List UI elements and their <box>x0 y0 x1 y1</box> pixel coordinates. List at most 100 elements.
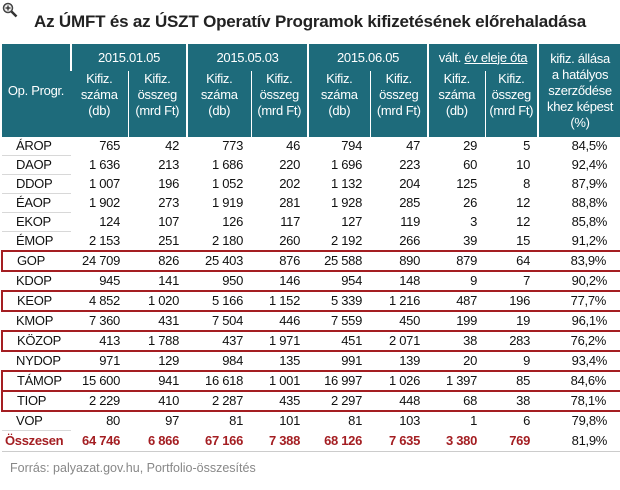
table-row: ÉMOP 2 153 251 2 180 260 2 192 266 39 15 91,2% <box>2 231 620 252</box>
payment-amount: 204 <box>399 176 421 191</box>
header-count: Kifiz. száma (db) <box>186 71 252 137</box>
payment-count: 5 339 <box>308 290 371 312</box>
header-amount-line: (mrd Ft) <box>135 103 180 118</box>
payment-amount: 103 <box>399 413 421 429</box>
change-link[interactable]: év eleje óta <box>464 49 528 65</box>
payment-count: 765 <box>99 138 120 154</box>
header-amount-line: Kifiz. <box>266 71 293 86</box>
payment-amount: 12 <box>516 195 531 210</box>
payment-amount: 1 026 <box>370 370 429 392</box>
table-row: KDOP 945 141 950 146 954 148 9 7 90,2% <box>2 271 620 292</box>
header-count-line: (db) <box>328 103 351 118</box>
header-amount: Kifiz. összeg (mrd Ft) <box>250 71 309 137</box>
table-row: NYDOP 971 129 984 135 991 139 20 9 93,4% <box>2 351 620 372</box>
header-amount-line: (mrd Ft) <box>376 103 421 118</box>
header-progress-line: szerződése <box>548 82 612 98</box>
payment-count: 7 559 <box>330 313 363 328</box>
payment-count: 29 <box>463 138 478 154</box>
payment-count: 126 <box>222 214 244 229</box>
progress-percent: 79,8% <box>571 413 608 429</box>
header-progress-line: a hatályos <box>551 66 609 82</box>
payment-count: 487 <box>428 290 486 312</box>
payment-amount: 826 <box>128 250 188 272</box>
progress-percent: 88,8% <box>571 195 608 210</box>
header-date-2: 2015.05.03 <box>186 44 309 71</box>
header-progress: kifiz. állása a hatályos szerződése khez… <box>537 44 620 137</box>
payment-count: 1 007 <box>88 176 120 191</box>
progress-percent: 85,8% <box>571 214 608 229</box>
payment-count: 984 <box>222 353 244 368</box>
progress-percent: 91,2% <box>571 232 608 248</box>
program-name: Összesen <box>2 430 71 452</box>
payment-count: 794 <box>341 138 363 154</box>
payment-count: 24 709 <box>71 250 128 272</box>
payment-count: 3 380 <box>428 430 486 452</box>
program-name: KEOP <box>1 290 71 312</box>
progress-percent: 83,9% <box>538 250 620 272</box>
payment-count: 1 928 <box>330 195 363 210</box>
payment-count: 451 <box>308 330 371 352</box>
payment-count: 1 052 <box>211 176 244 191</box>
payment-amount: 1 001 <box>251 370 309 392</box>
payment-amount: 129 <box>158 353 180 368</box>
header-amount-line: összeg <box>491 87 532 102</box>
payment-count: 39 <box>463 232 478 248</box>
payment-amount: 85 <box>485 370 539 392</box>
payment-amount: 450 <box>399 313 421 328</box>
payment-amount: 107 <box>158 214 180 229</box>
header-amount: Kifiz. összeg (mrd Ft) <box>127 71 188 137</box>
payment-amount: 285 <box>399 195 421 210</box>
zoom-in-icon[interactable] <box>2 2 18 18</box>
payment-amount: 97 <box>165 413 180 429</box>
header-amount-line: (mrd Ft) <box>257 103 302 118</box>
header-progress-line: (%) <box>570 114 590 130</box>
header-date-1: 2015.01.05 <box>69 44 188 71</box>
total-row: Összesen 64 746 6 866 67 166 7 388 68 126 7 63… <box>2 430 620 452</box>
payment-amount: 890 <box>370 250 429 272</box>
payment-amount: 266 <box>399 232 421 248</box>
program-name: TIOP <box>1 390 71 412</box>
header-amount-line: (mrd Ft) <box>489 103 534 118</box>
header-count-line: Kifiz. <box>326 71 353 86</box>
header-count-line: Kifiz. <box>86 71 113 86</box>
header-count: Kifiz. száma (db) <box>307 71 371 137</box>
payment-count: 38 <box>428 330 486 352</box>
payment-amount: 8 <box>523 176 531 191</box>
header-count: Kifiz. száma (db) <box>71 71 128 137</box>
payment-amount: 196 <box>158 176 180 191</box>
payment-amount: 9 <box>523 353 531 368</box>
program-name: ÉAOP <box>2 193 71 213</box>
payment-amount: 213 <box>158 157 180 172</box>
payment-count: 20 <box>463 353 478 368</box>
payment-count: 2 297 <box>308 390 371 412</box>
payment-count: 199 <box>456 313 478 328</box>
payment-amount: 1 020 <box>128 290 188 312</box>
payment-amount: 6 <box>523 413 531 429</box>
program-name: GOP <box>1 250 71 272</box>
payment-amount: 19 <box>516 313 531 328</box>
program-name: EKOP <box>2 212 71 232</box>
program-name: DDOP <box>2 174 71 194</box>
payment-amount: 1 152 <box>251 290 309 312</box>
payment-count: 5 166 <box>187 290 252 312</box>
payment-count: 26 <box>463 195 478 210</box>
payment-count: 16 618 <box>187 370 252 392</box>
progress-percent: 81,9% <box>538 430 620 452</box>
progress-percent: 78,1% <box>538 390 620 412</box>
table-row: DDOP 1 007 196 1 052 202 1 132 204 125 8 87,9% <box>2 174 620 194</box>
header-progress-line: khez képest <box>547 98 614 114</box>
payment-count: 773 <box>222 138 244 154</box>
program-name: VOP <box>2 411 71 431</box>
payment-amount: 260 <box>279 232 301 248</box>
table-row: DAOP 1 636 213 1 686 220 1 696 223 60 10 92,4% <box>2 155 620 175</box>
payment-amount: 2 071 <box>370 330 429 352</box>
source-note: Forrás: palyazat.gov.hu, Portfolio-össze… <box>10 461 256 475</box>
program-name: NYDOP <box>2 351 71 372</box>
payment-count: 3 <box>470 214 478 229</box>
payment-count: 124 <box>99 214 120 229</box>
payment-count: 80 <box>106 413 120 429</box>
table-row: ÉAOP 1 902 273 1 919 281 1 928 285 26 12 88,8% <box>2 193 620 213</box>
payment-amount: 42 <box>165 138 180 154</box>
header-amount-line: összeg <box>137 87 178 102</box>
payment-count: 68 126 <box>308 430 371 452</box>
